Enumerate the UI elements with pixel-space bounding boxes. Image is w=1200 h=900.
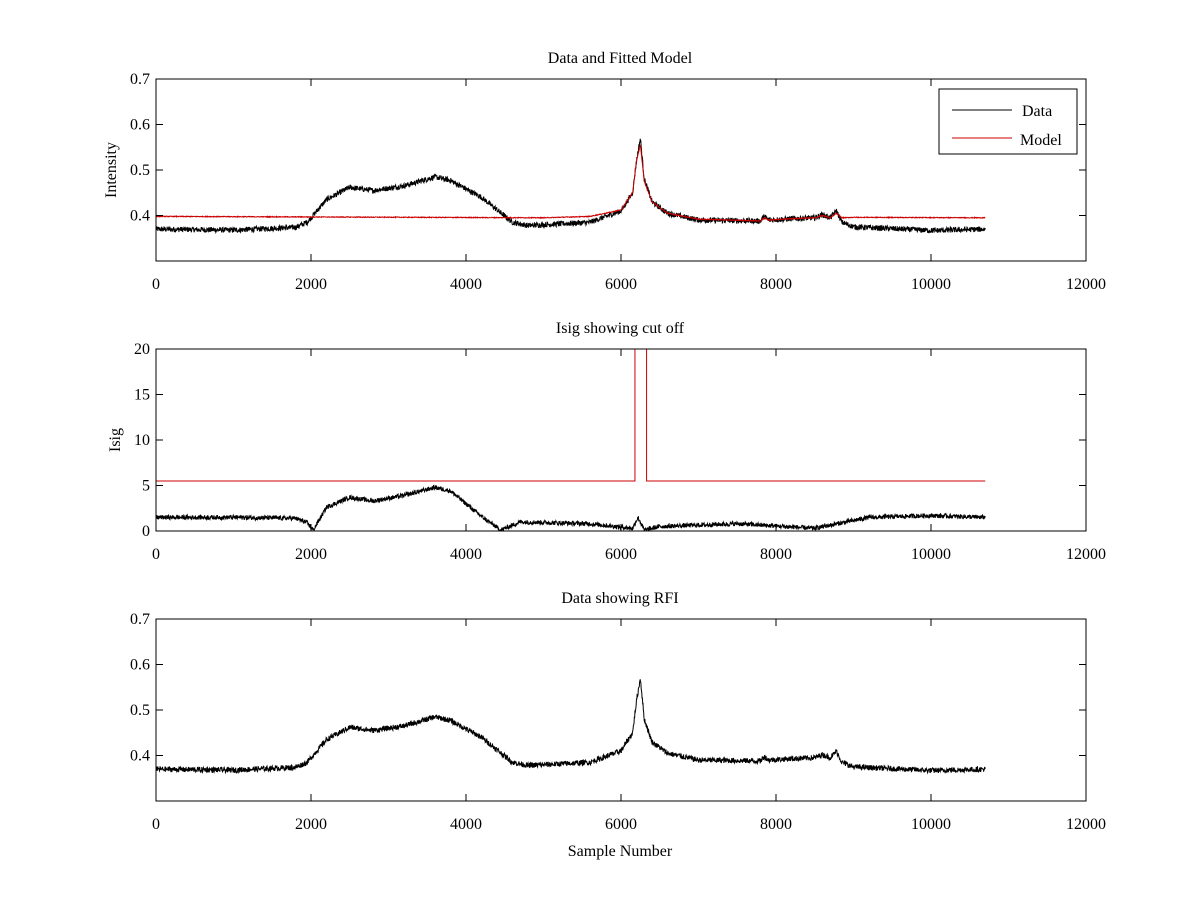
y-tick-label: 0.4 [130,748,150,765]
x-tick-label: 12000 [1066,546,1106,563]
x-tick-label: 8000 [760,816,792,833]
y-tick-label: 0.6 [130,117,150,134]
plot-area: 0 2000 4000 6000 8000 10000 12000 0.4 0.5 0.6 0.7 [130,611,1106,833]
plot-area: 0 2000 4000 6000 8000 10000 12000 0 5 10 15 20 [134,341,1106,563]
legend-box [938,88,1078,155]
chart-title: Data and Fitted Model [548,50,693,67]
y-tick-label: 5 [142,478,150,495]
x-tick-label: 0 [152,276,160,293]
y-tick-label: 0 [142,523,150,540]
legend: Data Model [938,88,1078,155]
legend-label-model: Model [1020,132,1062,149]
y-tick-label: 15 [134,387,150,404]
series-line-data [156,138,986,235]
x-tick-label: 10000 [911,546,951,563]
x-tick-label: 0 [152,546,160,563]
x-tick-label: 4000 [450,546,482,563]
chart-title: Data showing RFI [561,590,678,607]
y-axis-label: Isig [107,428,124,452]
panel-data-and-fitted-model: Data and Fitted Model Intensity 0 2000 400… [103,50,1106,293]
y-tick-label: 0.7 [130,71,150,88]
x-tick-label: 8000 [760,546,792,563]
y-tick-label: 20 [134,341,150,358]
series-line-black [156,484,986,531]
y-axis-label: Intensity [103,142,120,198]
x-tick-label: 6000 [605,276,637,293]
x-tick-label: 0 [152,816,160,833]
x-tick-label: 12000 [1066,816,1106,833]
x-tick-label: 4000 [450,276,482,293]
x-tick-label: 4000 [450,816,482,833]
legend-label-data: Data [1022,103,1052,120]
y-tick-label: 0.7 [130,611,150,628]
y-tick-label: 0.5 [130,702,150,719]
x-tick-label: 12000 [1066,276,1106,293]
y-tick-label: 0.6 [130,657,150,674]
x-tick-label: 2000 [295,816,327,833]
x-axis-label: Sample Number [568,843,673,860]
x-tick-label: 6000 [605,546,637,563]
panel-data-showing-rfi: Data showing RFI Sample Number 0 2000 4000… [130,590,1106,860]
x-tick-label: 8000 [760,276,792,293]
x-tick-label: 10000 [911,276,951,293]
series-line-black [156,679,986,775]
panel-isig-showing-cut-off: Isig showing cut off Isig 0 2000 4000 6000 8… [107,320,1106,563]
x-tick-label: 2000 [295,276,327,293]
x-tick-label: 6000 [605,816,637,833]
x-tick-label: 2000 [295,546,327,563]
y-tick-label: 0.4 [130,208,150,225]
series-line-model [156,144,986,222]
y-tick-label: 0.5 [130,162,150,179]
y-tick-label: 10 [134,432,150,449]
chart-title: Isig showing cut off [556,320,685,337]
x-tick-label: 10000 [911,816,951,833]
series-line-red [156,349,986,482]
plot-area: 0 2000 4000 6000 8000 10000 12000 0.4 0.5 0.6 0.7 [130,71,1106,293]
